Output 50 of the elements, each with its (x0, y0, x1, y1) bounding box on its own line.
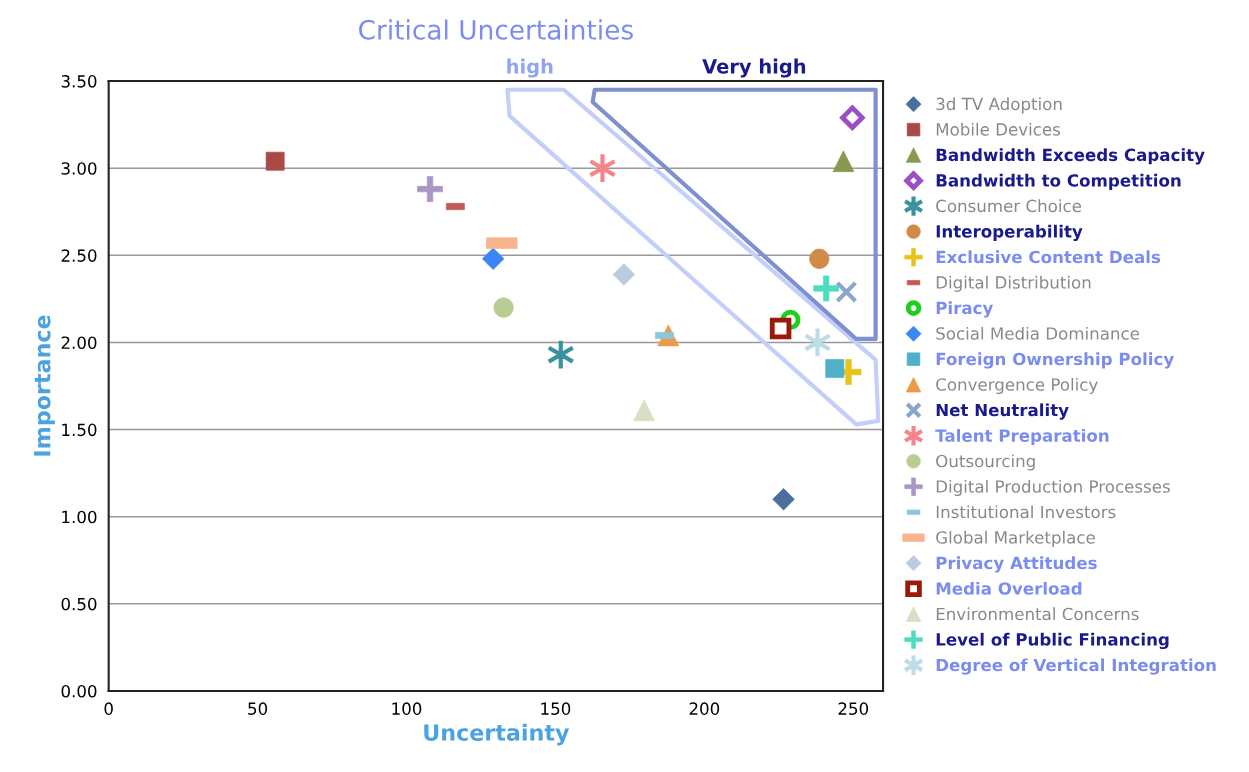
legend-label: Foreign Ownership Policy (936, 352, 1174, 369)
legend-label: Institutional Investors (936, 505, 1116, 519)
y-tick-label: 1.50 (62, 423, 97, 437)
y-tick-label: 2.00 (61, 336, 97, 350)
legend-label: Digital Distribution (936, 275, 1091, 292)
y-tick-label: 2.50 (61, 249, 97, 262)
point (803, 326, 832, 359)
point (840, 105, 865, 130)
legend-label: Global Marketplace (936, 530, 1095, 547)
x-tick-label: 0 (104, 702, 113, 715)
point (769, 317, 792, 340)
legend-label: Social Media Dominance (936, 326, 1140, 340)
x-tick-label: 150 (541, 702, 571, 715)
legend-label: Consumer Choice (936, 199, 1082, 213)
legend-label: Exclusive Content Deals (936, 250, 1161, 264)
text: Very high (702, 58, 806, 78)
y-tick-label: 3.50 (61, 75, 97, 88)
y-tick-label: 1.00 (62, 510, 97, 524)
legend-label: Net Neutrality (936, 403, 1069, 420)
legend-label: Piracy (936, 301, 994, 318)
x-tick-label: 50 (248, 702, 268, 715)
point (825, 359, 845, 378)
y-axis-title: Importance (34, 315, 55, 456)
x-tick-label: 250 (838, 702, 869, 715)
y-tick-label: 0.50 (61, 597, 97, 611)
legend-label: Convergence Policy (936, 377, 1098, 395)
x-axis-title: Uncertainty (424, 723, 570, 746)
point (265, 151, 285, 171)
chart-title: Critical Uncertainties (359, 19, 633, 40)
legend-label: Mobile Devices (936, 122, 1061, 136)
text: high (507, 58, 553, 78)
legend-label: Degree of Vertical Integration (936, 658, 1216, 675)
y-tick-label: 0.00 (61, 684, 97, 698)
legend-label: Talent Preparation (935, 428, 1109, 446)
legend-label: 3d TV Adoption (936, 97, 1062, 114)
legend-label: Bandwidth Exceeds Capacity (936, 148, 1205, 165)
legend-label: Interoperability (936, 224, 1083, 242)
point (633, 399, 655, 422)
y-tick-label: 3.00 (61, 162, 97, 175)
legend-label: Digital Production Processes (936, 479, 1170, 497)
point (588, 152, 617, 185)
legend-label: Privacy Attitudes (936, 556, 1097, 573)
legend-label: Outsourcing (936, 454, 1035, 471)
legend-label: Environmental Concerns (936, 607, 1139, 621)
legend-label: Level of Public Financing (936, 632, 1169, 650)
legend-label: Media Overload (936, 581, 1082, 595)
x-tick-label: 100 (392, 702, 422, 715)
legend-label: Bandwidth to Competition (936, 173, 1181, 190)
x-tick-label: 200 (689, 702, 720, 715)
point (835, 280, 858, 304)
